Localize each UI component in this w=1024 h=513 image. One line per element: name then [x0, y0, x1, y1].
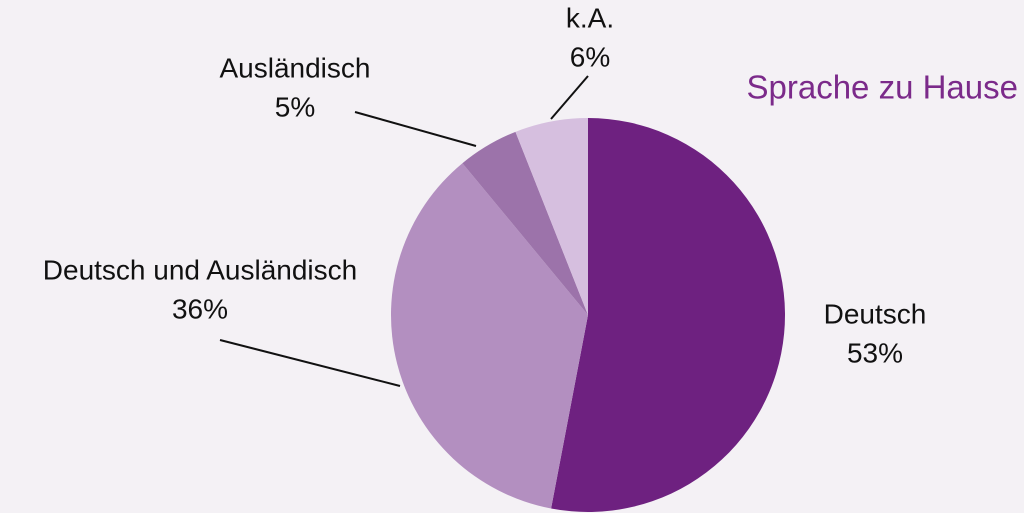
pie-slice	[391, 163, 588, 509]
slice-value-label: 36%	[172, 293, 228, 324]
slice-value-label: 53%	[847, 337, 903, 368]
pie-slice	[515, 118, 588, 315]
leader-line	[219, 339, 401, 387]
slice-label: Ausländisch	[220, 52, 371, 83]
leader-line	[550, 75, 589, 120]
leader-line	[354, 111, 477, 147]
slice-label: Deutsch	[824, 298, 927, 329]
slice-label: k.A.	[566, 2, 614, 33]
slice-value-label: 6%	[570, 41, 610, 72]
slice-label: Deutsch und Ausländisch	[43, 254, 357, 285]
chart-title: Sprache zu Hause	[747, 69, 1019, 106]
slice-value-label: 5%	[275, 91, 315, 122]
pie-slice	[462, 131, 588, 315]
pie-slice	[551, 118, 785, 512]
